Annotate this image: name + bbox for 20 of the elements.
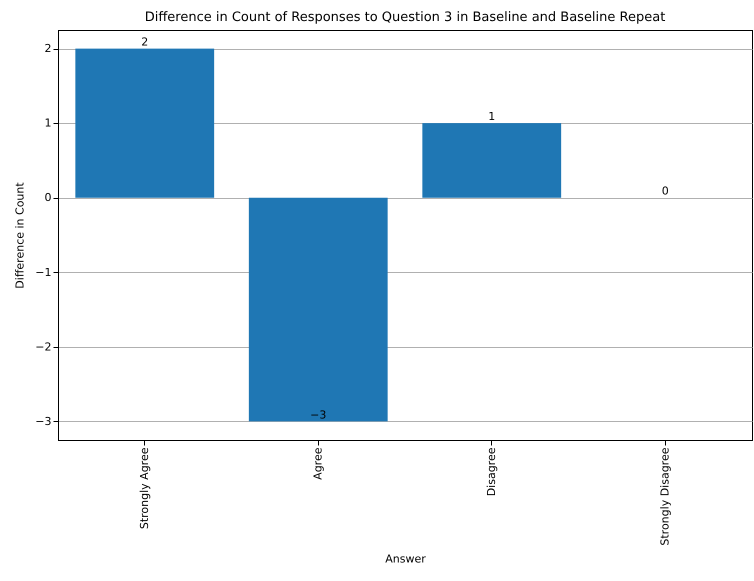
x-axis-title: Answer (385, 552, 426, 566)
data-label: 1 (488, 110, 496, 124)
y-axis-title: Difference in Count (13, 182, 26, 289)
y-tick-label: −1 (35, 266, 52, 279)
data-label: 2 (141, 36, 148, 49)
data-label: −3 (310, 408, 326, 422)
chart-title: Difference in Count of Responses to Question 3 in Baseline and Baseline Repeat (144, 10, 666, 25)
y-tick-label: 2 (44, 42, 52, 56)
bar (75, 48, 214, 198)
x-tick-label: Strongly Agree (138, 447, 151, 530)
y-tick-label: 1 (44, 116, 52, 130)
x-tick-label: Disagree (484, 447, 498, 496)
y-tick-label: −2 (35, 340, 52, 354)
bar (248, 198, 388, 422)
x-tick-label: Agree (311, 447, 324, 480)
data-label: 0 (662, 184, 669, 198)
y-tick-label: 0 (44, 191, 52, 204)
bar (422, 123, 562, 198)
y-tick-label: −3 (35, 414, 52, 428)
x-tick-label: Strongly Disagree (658, 447, 672, 546)
